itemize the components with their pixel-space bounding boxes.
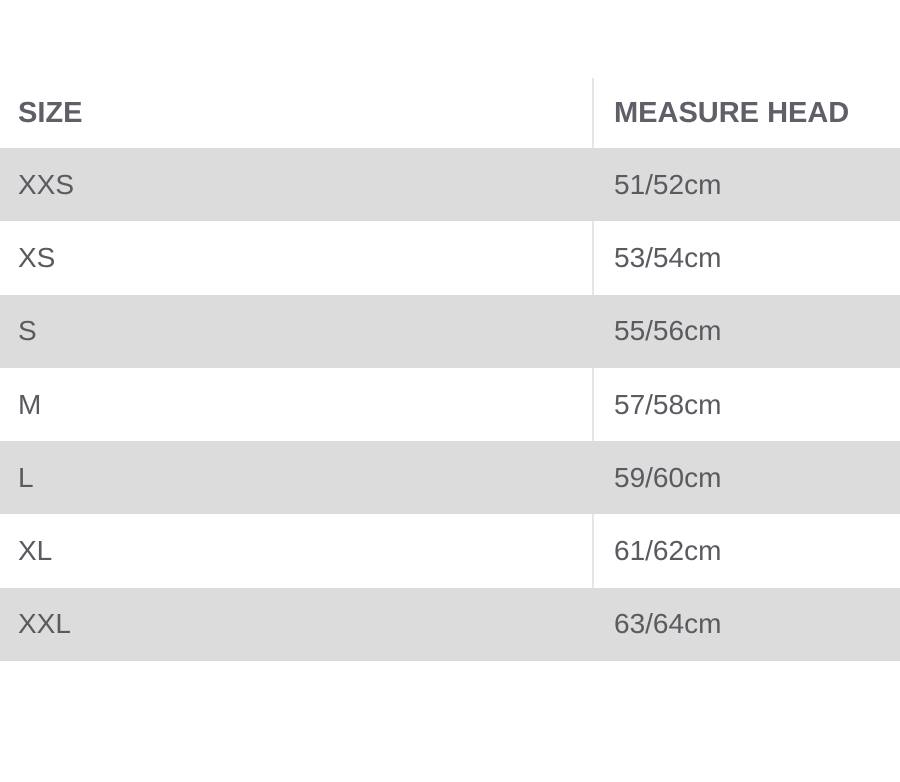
measure-cell: 61/62cm (614, 535, 722, 567)
table-row: XS 53/54cm (0, 221, 900, 295)
header-size: SIZE (0, 78, 594, 148)
size-table: SIZE MEASURE HEAD XXS 51/52cm XS 53/54cm S 55… (0, 78, 900, 662)
size-cell: XXS (0, 148, 594, 222)
table-header: SIZE MEASURE HEAD (0, 78, 900, 148)
size-cell: XS (0, 221, 594, 295)
table-row: M 57/58cm (0, 367, 900, 442)
header-measure-head: MEASURE HEAD (614, 96, 850, 129)
measure-cell: 55/56cm (614, 315, 722, 347)
measure-cell: 53/54cm (614, 241, 722, 273)
table-row: S 55/56cm (0, 294, 900, 368)
table-row: L 59/60cm (0, 441, 900, 515)
measure-cell: 59/60cm (614, 461, 722, 493)
table-row: XXS 51/52cm (0, 148, 900, 222)
size-cell: M (0, 367, 594, 442)
size-cell: XXL (0, 587, 594, 662)
measure-cell: 57/58cm (614, 388, 722, 420)
table-row: XXL 63/64cm (0, 587, 900, 662)
table-row: XL 61/62cm (0, 514, 900, 588)
measure-cell: 51/52cm (614, 168, 722, 200)
measure-cell: 63/64cm (614, 608, 722, 640)
size-cell: XL (0, 514, 594, 588)
size-cell: S (0, 294, 594, 368)
size-cell: L (0, 441, 594, 515)
